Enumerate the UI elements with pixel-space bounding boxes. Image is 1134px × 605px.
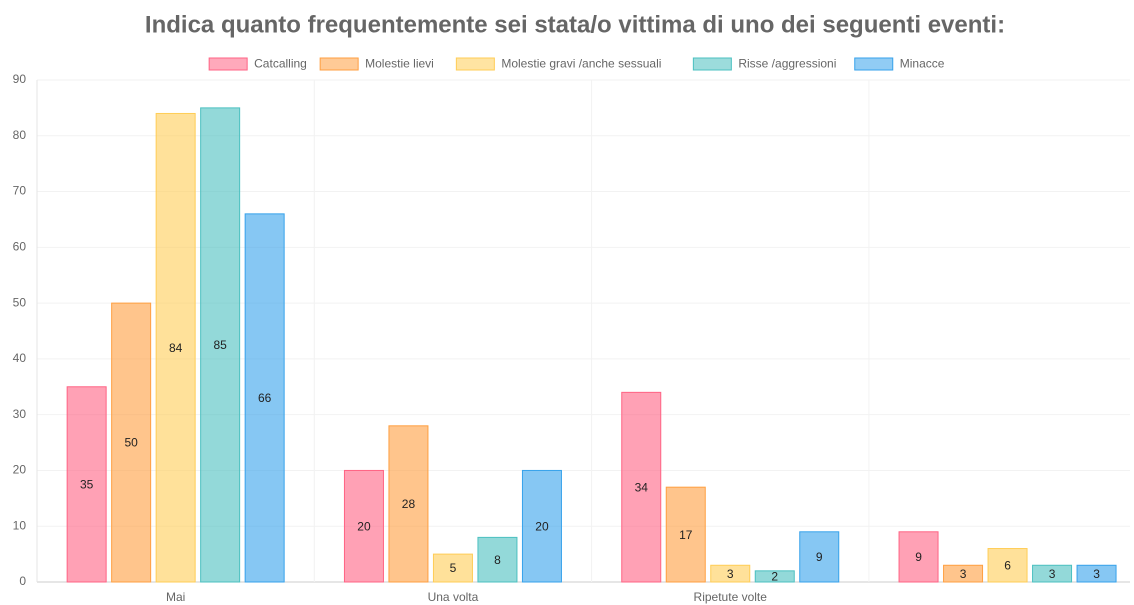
- value-label: 6: [1004, 558, 1011, 572]
- value-label: 5: [450, 561, 457, 575]
- bar: [799, 531, 840, 583]
- value-label: 84: [169, 341, 183, 355]
- value-label: 8: [494, 553, 501, 567]
- x-tick-label: Mai: [166, 590, 185, 604]
- value-label: 50: [124, 436, 138, 450]
- value-label: 3: [727, 567, 734, 581]
- bar: [244, 213, 285, 583]
- value-label: 9: [915, 550, 922, 564]
- bar: [388, 425, 429, 583]
- value-label: 35: [80, 478, 94, 492]
- bar: [710, 564, 751, 583]
- bar: [943, 564, 984, 583]
- value-label: 28: [402, 497, 416, 511]
- bar: [898, 531, 939, 583]
- value-label: 3: [1049, 567, 1056, 581]
- bar: [66, 386, 107, 583]
- bar: [155, 112, 196, 583]
- chart-title: Indica quanto frequentemente sei stata/o…: [145, 11, 1005, 38]
- y-tick-label: 80: [13, 128, 27, 142]
- legend-swatch: [455, 57, 495, 71]
- y-tick-label: 20: [13, 463, 27, 477]
- y-tick-label: 60: [13, 240, 27, 254]
- bar: [111, 302, 152, 583]
- y-tick-label: 30: [13, 407, 27, 421]
- value-label: 66: [258, 391, 272, 405]
- bar: [621, 391, 662, 583]
- value-label: 2: [771, 570, 778, 584]
- legend-label: Risse /aggressioni: [738, 57, 836, 71]
- legend-label: Catcalling: [254, 57, 307, 71]
- y-tick-label: 70: [13, 184, 27, 198]
- bar: [200, 107, 241, 583]
- value-label: 3: [960, 567, 967, 581]
- legend-label: Molestie gravi /anche sessuali: [501, 57, 661, 71]
- value-label: 17: [679, 528, 693, 542]
- legend-swatch: [208, 57, 248, 71]
- legend-label: Molestie lievi: [365, 57, 434, 71]
- value-label: 3: [1093, 567, 1100, 581]
- value-label: 20: [357, 519, 371, 533]
- x-tick-label: Una volta: [428, 590, 479, 604]
- legend-swatch: [854, 57, 894, 71]
- bar: [1076, 564, 1117, 583]
- legend-swatch: [319, 57, 359, 71]
- y-tick-label: 90: [13, 72, 27, 86]
- bar: [665, 486, 706, 583]
- bar: [754, 570, 795, 583]
- value-label: 9: [816, 550, 823, 564]
- y-tick-label: 50: [13, 295, 27, 309]
- y-tick-label: 0: [19, 574, 26, 588]
- bar: [1032, 564, 1073, 583]
- x-tick-label: Ripetute volte: [694, 590, 768, 604]
- legend-swatch: [692, 57, 732, 71]
- bar: [432, 553, 473, 583]
- value-label: 85: [213, 338, 227, 352]
- y-tick-label: 40: [13, 351, 27, 365]
- bar: [343, 469, 384, 583]
- bar: [987, 548, 1028, 583]
- value-label: 20: [535, 519, 549, 533]
- y-tick-label: 10: [13, 518, 27, 532]
- bar: [521, 469, 562, 583]
- bar: [477, 536, 518, 583]
- legend-label: Minacce: [900, 57, 945, 71]
- value-label: 34: [635, 480, 649, 494]
